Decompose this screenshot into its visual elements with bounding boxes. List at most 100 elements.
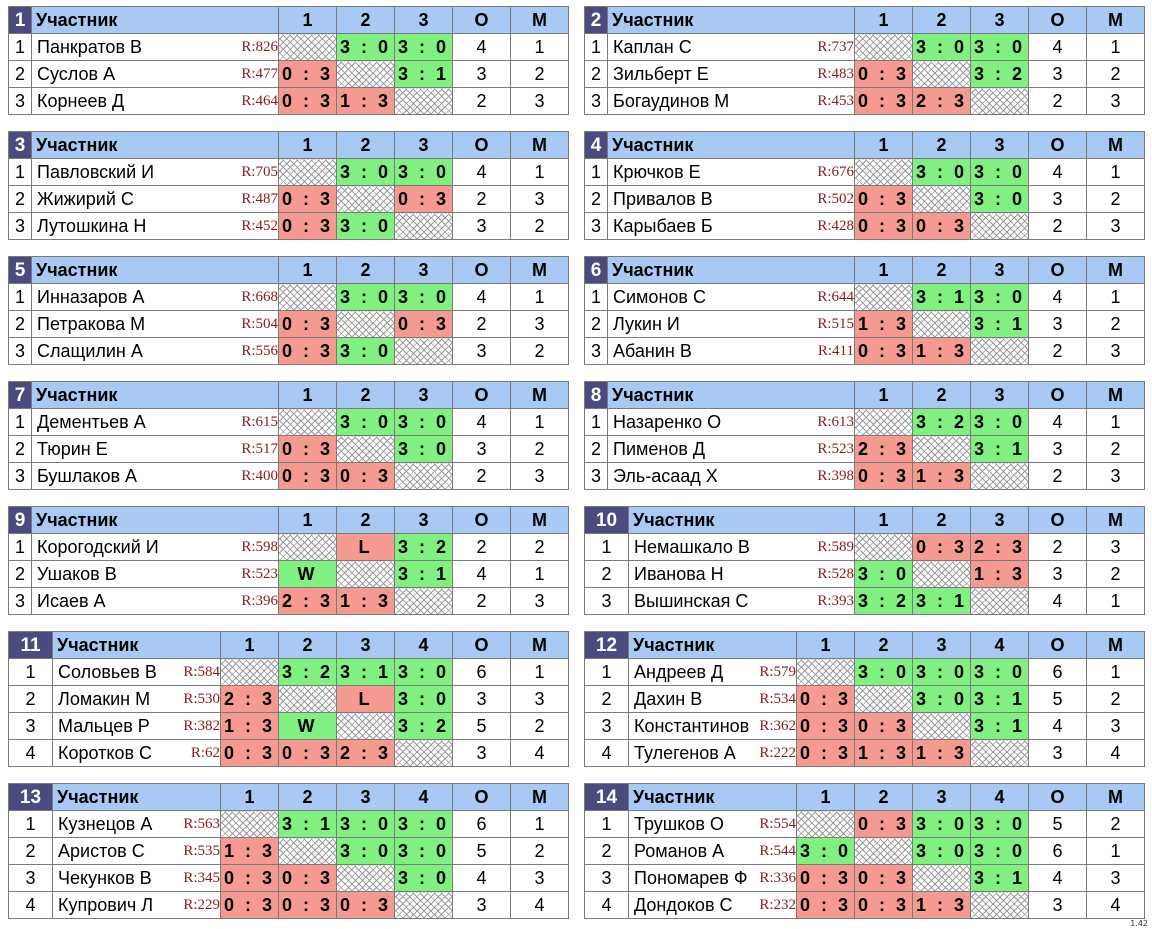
match-result[interactable]: 3 : 0 [336,158,395,186]
match-result[interactable]: 3 : 0 [394,408,453,436]
match-result[interactable]: 0 : 3 [854,864,913,892]
match-result[interactable]: 0 : 3 [854,87,913,115]
match-result[interactable]: 3 : 0 [912,685,971,713]
participant-cell[interactable]: Привалов В R:502 [607,185,855,213]
match-result[interactable]: 3 : 0 [336,837,395,865]
match-result[interactable]: 3 : 0 [970,158,1029,186]
match-result[interactable]: 1 : 3 [912,337,971,365]
participant-cell[interactable]: Дондоков С R:232 [628,891,797,919]
participant-cell[interactable]: Пономарев Ф R:336 [628,864,797,892]
participant-cell[interactable]: Тюрин Е R:517 [31,435,279,463]
match-result[interactable]: 3 : 2 [912,408,971,436]
match-result[interactable]: L [336,533,395,561]
match-result[interactable]: 0 : 3 [854,462,913,490]
match-result[interactable]: 0 : 3 [336,462,395,490]
match-result[interactable]: 0 : 3 [912,212,971,240]
participant-cell[interactable]: Петракова М R:504 [31,310,279,338]
participant-cell[interactable]: Панкратов В R:826 [31,33,279,61]
match-result[interactable]: 3 : 0 [970,658,1029,686]
participant-cell[interactable]: Зильберт Е R:483 [607,60,855,88]
match-result[interactable]: 0 : 3 [278,462,337,490]
match-result[interactable]: 2 : 3 [912,87,971,115]
participant-cell[interactable]: Корнеев Д R:464 [31,87,279,115]
participant-cell[interactable]: Инназаров А R:668 [31,283,279,311]
match-result[interactable]: 3 : 0 [970,810,1029,838]
match-result[interactable]: 2 : 3 [970,533,1029,561]
participant-cell[interactable]: Жижирий С R:487 [31,185,279,213]
participant-cell[interactable]: Коротков С R:62 [52,739,221,767]
match-result[interactable]: 2 : 3 [336,739,395,767]
match-result[interactable]: 3 : 0 [394,435,453,463]
match-result[interactable]: 0 : 3 [394,185,453,213]
participant-cell[interactable]: Павловский И R:705 [31,158,279,186]
match-result[interactable]: 3 : 1 [336,658,395,686]
match-result[interactable]: 3 : 1 [970,685,1029,713]
match-result[interactable]: 1 : 3 [336,587,395,615]
participant-cell[interactable]: Исаев А R:396 [31,587,279,615]
participant-cell[interactable]: Абанин В R:411 [607,337,855,365]
match-result[interactable]: W [278,712,337,740]
match-result[interactable]: 0 : 3 [220,891,279,919]
match-result[interactable]: 3 : 0 [394,837,453,865]
participant-cell[interactable]: Суслов А R:477 [31,60,279,88]
participant-cell[interactable]: Купрович Л R:229 [52,891,221,919]
participant-cell[interactable]: Карыбаев Б R:428 [607,212,855,240]
match-result[interactable]: 1 : 3 [912,739,971,767]
match-result[interactable]: 3 : 2 [394,712,453,740]
match-result[interactable]: 2 : 3 [220,685,279,713]
match-result[interactable]: 3 : 1 [912,283,971,311]
match-result[interactable]: 1 : 3 [912,462,971,490]
participant-cell[interactable]: Ушаков В R:523 [31,560,279,588]
match-result[interactable]: 3 : 0 [970,283,1029,311]
match-result[interactable]: 0 : 3 [278,212,337,240]
match-result[interactable]: 0 : 3 [912,533,971,561]
match-result[interactable]: 3 : 0 [336,408,395,436]
match-result[interactable]: 0 : 3 [278,87,337,115]
match-result[interactable]: 0 : 3 [854,60,913,88]
participant-cell[interactable]: Слащилин А R:556 [31,337,279,365]
match-result[interactable]: 0 : 3 [796,864,855,892]
match-result[interactable]: 3 : 1 [970,310,1029,338]
participant-cell[interactable]: Мальцев Р R:382 [52,712,221,740]
participant-cell[interactable]: Романов А R:544 [628,837,797,865]
match-result[interactable]: 0 : 3 [278,337,337,365]
match-result[interactable]: 3 : 0 [970,408,1029,436]
match-result[interactable]: 3 : 0 [394,864,453,892]
participant-cell[interactable]: Пименов Д R:523 [607,435,855,463]
match-result[interactable]: 3 : 1 [394,60,453,88]
match-result[interactable]: 3 : 0 [394,685,453,713]
match-result[interactable]: 1 : 3 [220,837,279,865]
match-result[interactable]: 0 : 3 [278,185,337,213]
participant-cell[interactable]: Симонов С R:644 [607,283,855,311]
match-result[interactable]: 0 : 3 [278,739,337,767]
match-result[interactable]: 1 : 3 [854,739,913,767]
match-result[interactable]: L [336,685,395,713]
match-result[interactable]: 0 : 3 [278,864,337,892]
participant-cell[interactable]: Богаудинов М R:453 [607,87,855,115]
participant-cell[interactable]: Соловьев В R:584 [52,658,221,686]
participant-cell[interactable]: Эль-асаад Х R:398 [607,462,855,490]
match-result[interactable]: 0 : 3 [854,712,913,740]
match-result[interactable]: 3 : 0 [336,810,395,838]
match-result[interactable]: 3 : 0 [796,837,855,865]
participant-cell[interactable]: Аристов С R:535 [52,837,221,865]
match-result[interactable]: 3 : 0 [336,212,395,240]
match-result[interactable]: W [278,560,337,588]
match-result[interactable]: 0 : 3 [278,435,337,463]
match-result[interactable]: 0 : 3 [220,864,279,892]
participant-cell[interactable]: Андреев Д R:579 [628,658,797,686]
match-result[interactable]: 2 : 3 [854,435,913,463]
participant-cell[interactable]: Дахин В R:534 [628,685,797,713]
match-result[interactable]: 3 : 1 [394,560,453,588]
match-result[interactable]: 0 : 3 [796,891,855,919]
match-result[interactable]: 3 : 0 [336,337,395,365]
match-result[interactable]: 3 : 2 [970,60,1029,88]
participant-cell[interactable]: Ломакин М R:530 [52,685,221,713]
match-result[interactable]: 3 : 0 [394,33,453,61]
match-result[interactable]: 2 : 3 [278,587,337,615]
match-result[interactable]: 3 : 2 [278,658,337,686]
match-result[interactable]: 3 : 0 [970,33,1029,61]
participant-cell[interactable]: Крючков Е R:676 [607,158,855,186]
match-result[interactable]: 0 : 3 [854,810,913,838]
match-result[interactable]: 1 : 3 [970,560,1029,588]
